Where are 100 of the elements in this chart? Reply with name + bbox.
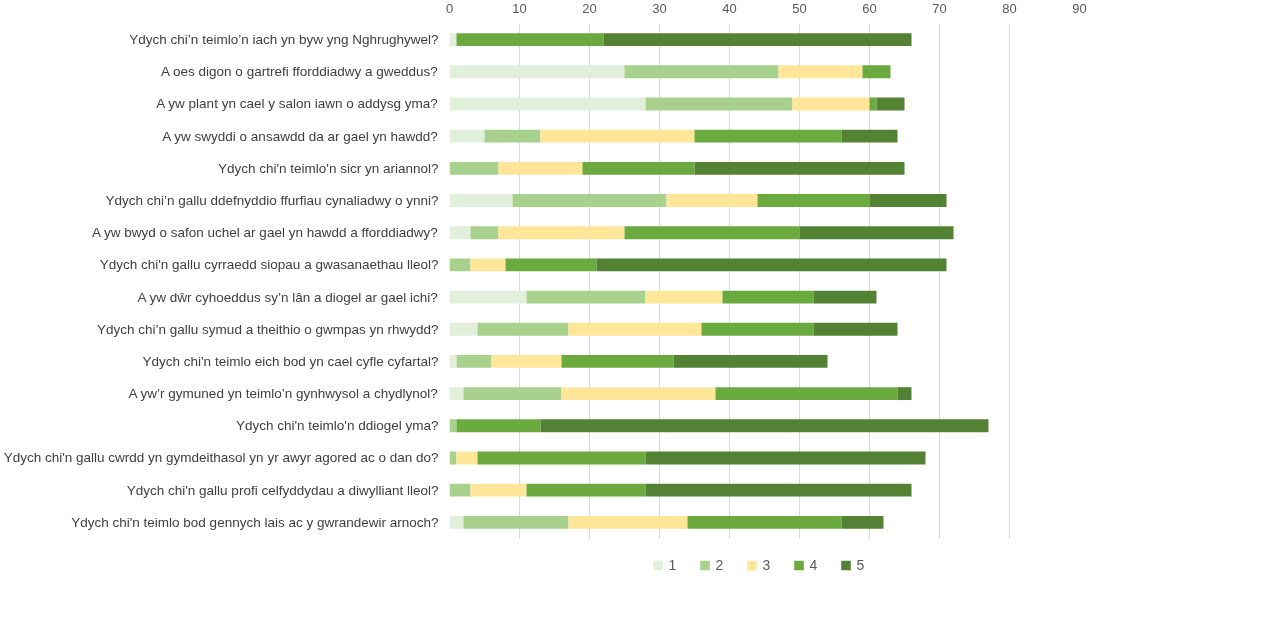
y-tick-label: A yw swyddi o ansawdd da ar gael yn hawdd?: [162, 128, 438, 144]
y-tick-label: A yw’r gymuned yn teimlo’n gynhwysol a chydlynol?: [128, 386, 438, 402]
bar: [512, 194, 667, 207]
x-tick-label: 10: [512, 0, 527, 16]
bar: [687, 515, 842, 529]
bar: [449, 515, 464, 529]
bar: [526, 483, 646, 497]
y-tick-label: Ydych chi'n teimlo'n ddiogel yma?: [235, 418, 439, 434]
bar: [582, 161, 695, 175]
bar: [456, 451, 478, 465]
bar: [463, 515, 569, 529]
bar: [869, 97, 877, 111]
bar: [757, 194, 870, 207]
bar: [449, 387, 464, 401]
y-tick-label: Ydych chi’n gallu ddefnyddio ffurfiau cynaliadwy o ynni?: [105, 193, 439, 209]
bar: [491, 354, 562, 368]
y-tick-label: Ydych chi'n gallu cyrraedd siopau a gwasanaethau lleol?: [99, 257, 439, 273]
bar: [841, 129, 898, 143]
bar: [694, 161, 905, 175]
bar: [484, 129, 541, 143]
x-tick-label: 70: [932, 0, 947, 16]
legend-label: 2: [715, 557, 725, 573]
y-tick-label: Ydych chi'n gallu profi celfyddydau a diwylliant lleol?: [126, 482, 439, 498]
bar: [778, 65, 863, 79]
bar: [603, 33, 912, 47]
bar: [869, 194, 947, 207]
x-tick-label: 30: [652, 0, 667, 16]
bar: [456, 33, 604, 47]
bar: [449, 97, 646, 111]
y-tick-label: A yw plant yn cael y salon iawn o addysg yma?: [156, 96, 438, 112]
bar: [813, 322, 898, 336]
y-tick-label: Ydych chi'n teimlo eich bod yn cael cyfle cyfartal?: [142, 353, 439, 369]
bar: [449, 354, 457, 368]
bar: [498, 226, 625, 240]
bar: [449, 322, 478, 336]
bar: [792, 97, 870, 111]
y-tick-label: A oes digon o gartrefi fforddiadwy a gweddus?: [161, 64, 438, 80]
bar: [624, 226, 800, 240]
bar: [449, 129, 485, 143]
bar: [449, 33, 457, 47]
y-tick-label: Ydych chi’n teimlo’n iach yn byw yng Nghrughywel?: [129, 32, 439, 48]
bar: [722, 290, 814, 304]
bar: [449, 161, 499, 175]
bar: [862, 65, 891, 79]
bar: [477, 322, 569, 336]
bar: [841, 515, 884, 529]
bar: [715, 387, 898, 401]
y-tick-label: Ydych chi'n gallu cwrdd yn gymdeithasol yn yr awyr agored ac o dan do?: [3, 450, 439, 466]
bar: [449, 483, 471, 497]
x-tick-label: 80: [1002, 0, 1017, 16]
legend-label: 4: [809, 557, 819, 573]
bar: [596, 258, 947, 272]
bar: [876, 97, 905, 111]
legend-label: 5: [856, 557, 866, 573]
bar: [470, 483, 527, 497]
bar: [463, 387, 562, 401]
bar: [799, 226, 954, 240]
bar: [449, 258, 471, 272]
bar: [666, 194, 758, 207]
bar: [449, 419, 457, 433]
bar: [449, 65, 625, 79]
bar: [645, 290, 723, 304]
bar: [561, 354, 674, 368]
bar: [694, 129, 842, 143]
bar: [505, 258, 597, 272]
y-tick-label: Ydych chi’n gallu symud a theithio o gwmpas yn rhwydd?: [97, 321, 439, 337]
bar: [645, 97, 793, 111]
bar: [673, 354, 828, 368]
bar: [449, 226, 471, 240]
bar: [645, 451, 926, 465]
bar: [470, 226, 499, 240]
x-tick-label: 40: [722, 0, 737, 16]
bar: [897, 387, 912, 401]
y-tick-label: Ydych chi'n teimlo bod gennych lais ac y gwrandewir arnoch?: [71, 514, 439, 530]
bar: [477, 451, 646, 465]
bar: [568, 322, 702, 336]
bar: [526, 290, 646, 304]
x-tick-label: 0: [445, 0, 454, 16]
bar: [470, 258, 506, 272]
legend-label: 3: [762, 557, 772, 573]
bar: [498, 161, 583, 175]
bar: [449, 451, 457, 465]
bar: [449, 290, 527, 304]
legend-label: 1: [668, 557, 678, 573]
x-tick-label: 60: [862, 0, 877, 16]
bar: [540, 419, 989, 433]
bar: [813, 290, 877, 304]
bar: [456, 419, 541, 433]
bar: [624, 65, 779, 79]
bar: [568, 515, 688, 529]
y-tick-label: A yw bwyd o safon uchel ar gael yn hawdd a fforddiadwy?: [92, 225, 438, 241]
bar: [456, 354, 492, 368]
x-tick-label: 20: [582, 0, 597, 16]
x-tick-label: 50: [792, 0, 807, 16]
bar: [645, 483, 912, 497]
y-tick-label: Ydych chi'n teimlo'n sicr yn ariannol?: [217, 160, 439, 176]
bar: [449, 194, 513, 207]
x-tick-label: 90: [1072, 0, 1087, 16]
bar: [561, 387, 716, 401]
bar: [540, 129, 695, 143]
